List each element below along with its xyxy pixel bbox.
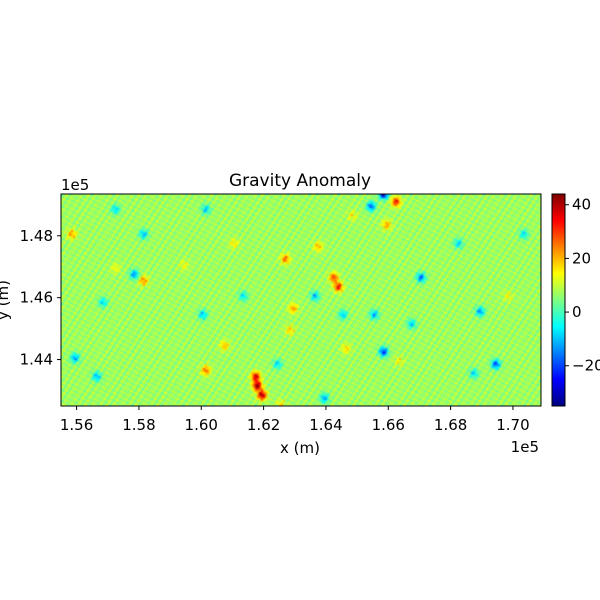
x-tick-label: 1.60 (185, 416, 218, 434)
x-offset-label: 1e5 (511, 438, 539, 456)
x-tick-label: 1.58 (122, 416, 155, 434)
y-offset-label: 1e5 (61, 176, 89, 194)
x-tick-label: 1.68 (434, 416, 467, 434)
y-axis: 1.44 1.46 1.48 (20, 227, 61, 369)
chart-title: Gravity Anomaly (229, 171, 371, 191)
plot-frame (60, 193, 542, 407)
colorbar-tick-label: −20 (572, 357, 600, 375)
heatmap-field (61, 194, 541, 406)
y-tick-label: 1.46 (20, 289, 53, 307)
x-axis: 1.56 1.58 1.60 1.62 1.64 1.66 1.68 1.70 (60, 406, 530, 434)
x-tick-label: 1.64 (309, 416, 342, 434)
x-tick-label: 1.70 (496, 416, 529, 434)
x-axis-label: x (m) (280, 439, 320, 457)
colorbar-axis: −20 0 20 40 (565, 196, 600, 375)
x-tick-label: 1.56 (60, 416, 93, 434)
colorbar (552, 194, 565, 406)
colorbar-frame (551, 193, 566, 407)
y-axis-label: y (m) (0, 280, 12, 320)
y-tick-label: 1.44 (20, 351, 53, 369)
colorbar-tick-label: 0 (572, 303, 582, 321)
x-tick-label: 1.66 (372, 416, 405, 434)
y-tick-label: 1.48 (20, 227, 53, 245)
colorbar-tick-label: 20 (572, 249, 591, 267)
colorbar-tick-label: 40 (572, 196, 591, 214)
x-tick-label: 1.62 (247, 416, 280, 434)
